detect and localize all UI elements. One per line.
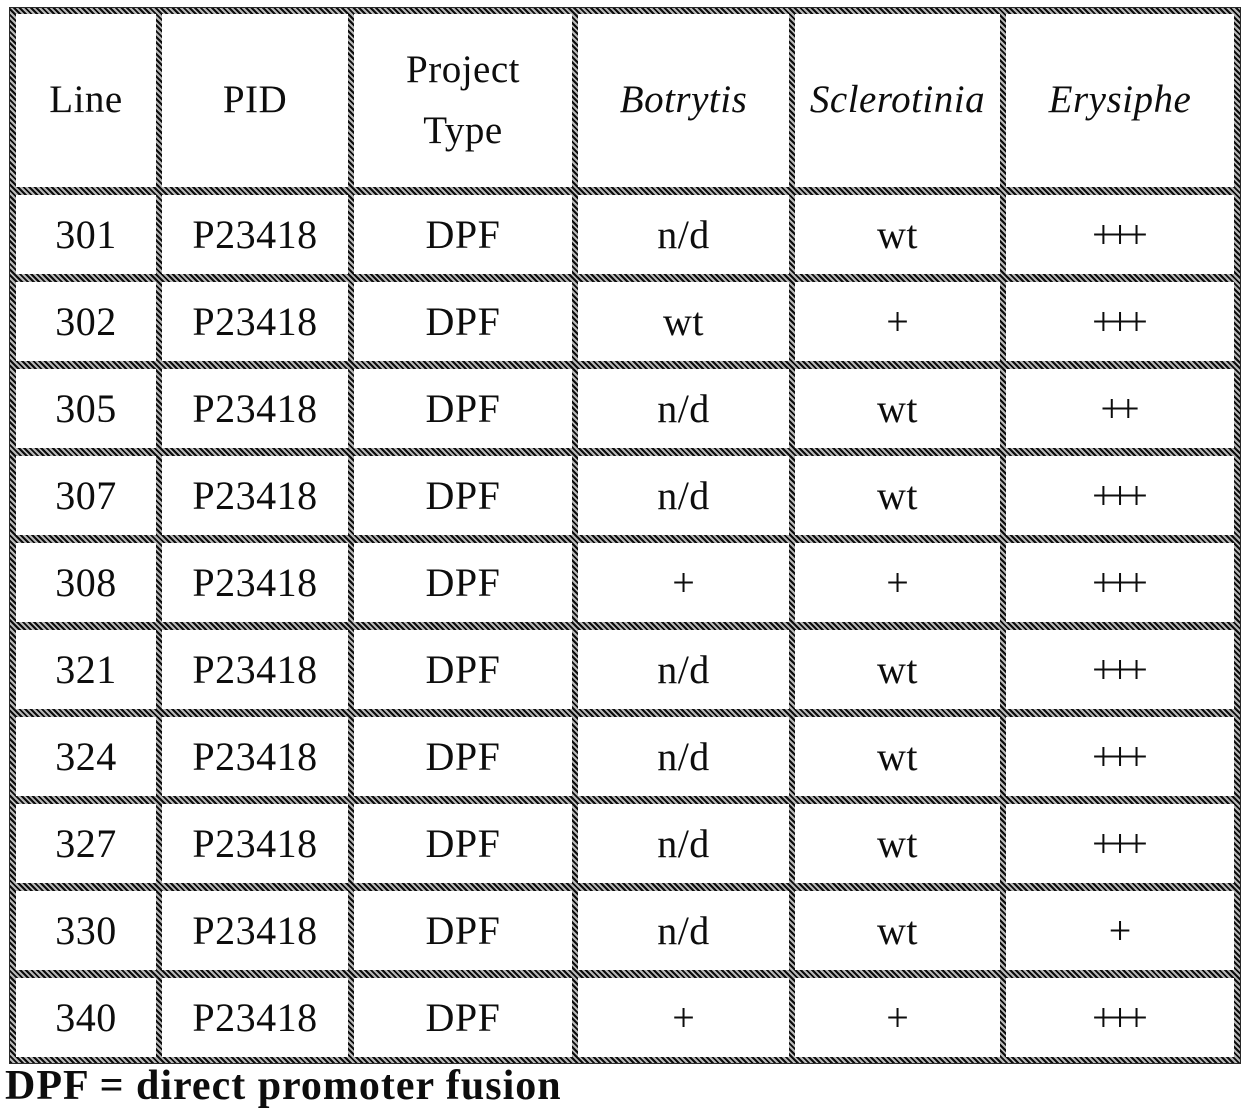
table-cell: P23418: [162, 543, 348, 622]
table-cell: 301: [16, 195, 156, 274]
table-cell: +: [795, 282, 1000, 361]
table-cell: DPF: [354, 369, 572, 448]
column-header-erysiphe: Erysiphe: [1006, 14, 1234, 187]
table-cell: 327: [16, 804, 156, 883]
table-cell: +++: [1006, 282, 1234, 361]
table-cell: P23418: [162, 195, 348, 274]
table-cell: wt: [795, 891, 1000, 970]
table-cell: 324: [16, 717, 156, 796]
table-cell: wt: [795, 369, 1000, 448]
table-cell: P23418: [162, 630, 348, 709]
table-cell: wt: [795, 456, 1000, 535]
table-cell: +: [578, 543, 789, 622]
table-cell: 340: [16, 978, 156, 1057]
column-header-label: PID: [222, 78, 288, 122]
table-cell: 302: [16, 282, 156, 361]
table-cell: DPF: [354, 630, 572, 709]
disease-resistance-table: Line PID Project Type Botrytis Sclerotin…: [9, 7, 1241, 1064]
table-cell: +++: [1006, 804, 1234, 883]
table-cell: +++: [1006, 456, 1234, 535]
table-cell: DPF: [354, 978, 572, 1057]
column-header-label: Line: [49, 78, 123, 122]
table-cell: wt: [795, 195, 1000, 274]
table-footnote: DPF = direct promoter fusion: [5, 1063, 562, 1109]
column-header-label: Botrytis: [619, 78, 748, 122]
table-cell: P23418: [162, 717, 348, 796]
table-cell: n/d: [578, 891, 789, 970]
table-cell: n/d: [578, 456, 789, 535]
column-header-pid: PID: [162, 14, 348, 187]
table-cell: P23418: [162, 456, 348, 535]
table-cell: +: [795, 978, 1000, 1057]
table-cell: P23418: [162, 804, 348, 883]
table-cell: DPF: [354, 804, 572, 883]
column-header-label: Erysiphe: [1048, 78, 1192, 122]
table-cell: +: [578, 978, 789, 1057]
table-cell: +: [795, 543, 1000, 622]
column-header-project-type: Project Type: [354, 14, 572, 187]
column-header-sclerotinia: Sclerotinia: [795, 14, 1000, 187]
table-cell: +++: [1006, 717, 1234, 796]
table-cell: DPF: [354, 456, 572, 535]
table-cell: DPF: [354, 891, 572, 970]
table-cell: DPF: [354, 282, 572, 361]
table-cell: n/d: [578, 369, 789, 448]
table-cell: +++: [1006, 195, 1234, 274]
table-cell: DPF: [354, 195, 572, 274]
table-cell: n/d: [578, 804, 789, 883]
table-cell: wt: [795, 630, 1000, 709]
table-cell: 305: [16, 369, 156, 448]
table-cell: ++: [1006, 369, 1234, 448]
table-cell: 330: [16, 891, 156, 970]
table-cell: wt: [795, 717, 1000, 796]
table-cell: 321: [16, 630, 156, 709]
table-cell: wt: [795, 804, 1000, 883]
table-cell: DPF: [354, 717, 572, 796]
table-cell: 307: [16, 456, 156, 535]
table-cell: P23418: [162, 891, 348, 970]
column-header-label: Sclerotinia: [809, 78, 986, 122]
table-cell: +: [1006, 891, 1234, 970]
table-cell: DPF: [354, 543, 572, 622]
table-cell: n/d: [578, 195, 789, 274]
column-header-label: Project Type: [406, 48, 520, 152]
table-cell: +++: [1006, 978, 1234, 1057]
table-cell: 308: [16, 543, 156, 622]
table-cell: P23418: [162, 369, 348, 448]
column-header-botrytis: Botrytis: [578, 14, 789, 187]
table-cell: wt: [578, 282, 789, 361]
table-cell: n/d: [578, 717, 789, 796]
table-cell: P23418: [162, 282, 348, 361]
table-cell: +++: [1006, 543, 1234, 622]
table-cell: P23418: [162, 978, 348, 1057]
table-cell: +++: [1006, 630, 1234, 709]
column-header-line: Line: [16, 14, 156, 187]
table-cell: n/d: [578, 630, 789, 709]
